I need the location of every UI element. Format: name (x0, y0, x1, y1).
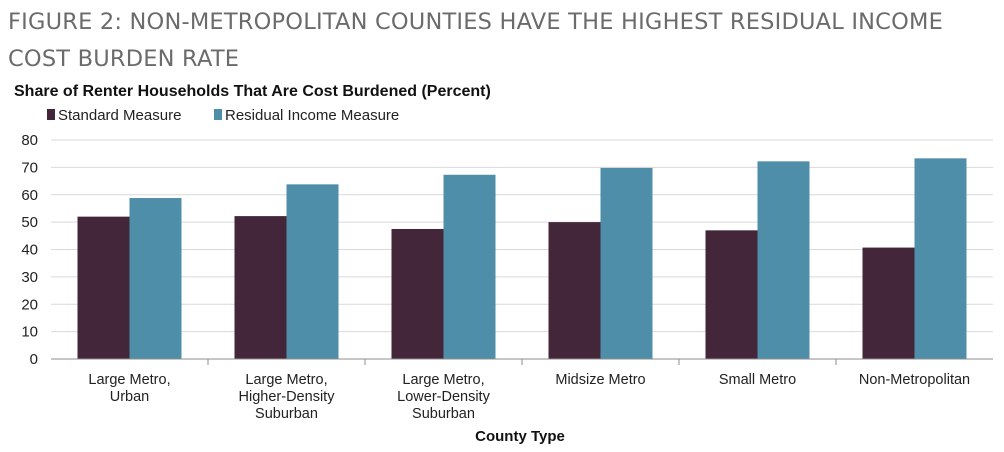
y-tick-label: 60 (21, 187, 38, 204)
bar-standard-0 (77, 216, 130, 359)
y-tick-label: 10 (21, 324, 38, 341)
bar-standard-1 (234, 216, 287, 359)
bar-residual-5 (914, 158, 967, 359)
bar-standard-2 (391, 228, 444, 359)
x-tick-label-line: Higher-Density (239, 389, 336, 405)
legend-label-residual: Residual Income Measure (225, 107, 399, 124)
x-tick-label-line: Suburban (255, 406, 318, 422)
x-tick-label: Small Metro (719, 372, 796, 388)
bar-standard-5 (862, 247, 915, 359)
x-tick-label: Large Metro, Higher-Density Suburban (239, 372, 336, 422)
x-tick-label-line: Small Metro (719, 372, 796, 388)
y-tick-label: 50 (21, 214, 38, 231)
y-tick-label: 20 (21, 296, 38, 313)
x-tick-label-line: Lower-Density (397, 389, 490, 405)
bar-standard-3 (548, 222, 601, 359)
x-tick-label-line: Large Metro, (245, 372, 327, 388)
chart-title: Share of Renter Households That Are Cost… (14, 83, 491, 100)
legend-label-standard: Standard Measure (58, 107, 181, 124)
x-tick-label-line: Midsize Metro (555, 372, 645, 388)
x-tick-label: Midsize Metro (555, 372, 645, 388)
x-tick-label-line: Suburban (412, 406, 475, 422)
y-tick-label: 0 (30, 351, 38, 368)
bar-residual-2 (443, 174, 496, 359)
bar-residual-4 (757, 161, 810, 359)
figure-title: FIGURE 2: NON-METROPOLITAN COUNTIES HAVE… (8, 9, 944, 72)
y-tick-label: 80 (21, 132, 38, 149)
bar-residual-0 (129, 198, 182, 359)
legend-swatch-residual (214, 109, 222, 120)
legend-swatch-standard (47, 109, 55, 120)
bars (77, 158, 967, 359)
x-tick-label: Large Metro, Urban (88, 372, 170, 405)
y-axis: 0 10 20 30 40 50 60 70 80 (21, 132, 38, 368)
x-tick-label-line: Urban (110, 389, 150, 405)
x-tick-label: Non-Metropolitan (859, 372, 970, 388)
gridlines (51, 139, 993, 333)
y-tick-label: 40 (21, 242, 38, 259)
x-tick-label-line: Large Metro, (88, 372, 170, 388)
bar-residual-3 (600, 167, 653, 359)
x-axis-title: County Type (475, 428, 565, 445)
y-tick-label: 30 (21, 269, 38, 286)
bar-standard-4 (705, 230, 758, 359)
y-tick-label: 70 (21, 159, 38, 176)
x-tick-label: Large Metro, Lower-Density Suburban (397, 372, 490, 422)
legend: Standard Measure Residual Income Measure (47, 107, 399, 124)
x-tick-label-line: Non-Metropolitan (859, 372, 970, 388)
x-tick-label-line: Large Metro, (402, 372, 484, 388)
bar-residual-1 (286, 184, 339, 359)
